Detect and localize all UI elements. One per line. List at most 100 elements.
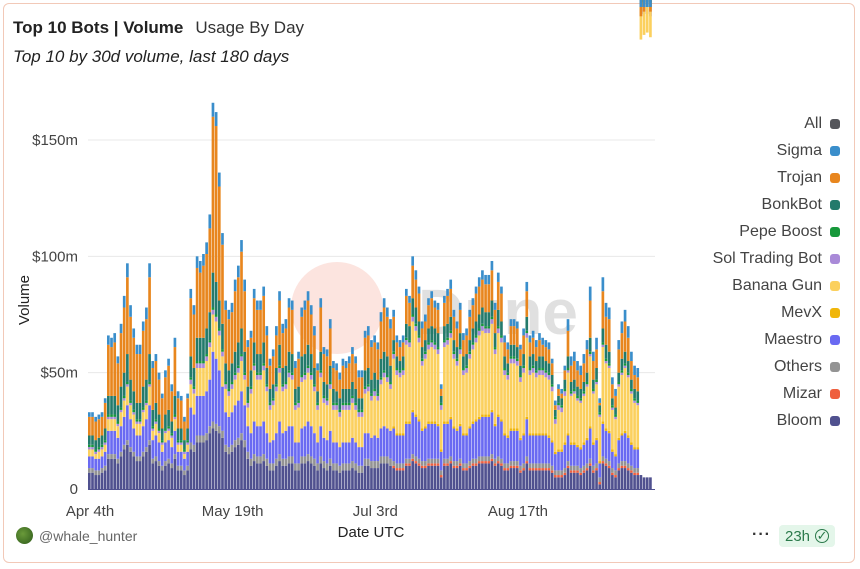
bar-segment-banana-gun[interactable] [100, 449, 104, 457]
bar-segment-maestro[interactable] [103, 451, 107, 466]
bar-segment-pepe-boost[interactable] [392, 351, 395, 355]
bar-segment-banana-gun[interactable] [208, 347, 212, 380]
bar-segment-trojan[interactable] [557, 388, 560, 396]
bar-segment-sigma[interactable] [221, 233, 224, 245]
bar-segment-bonkbot[interactable] [328, 365, 332, 382]
bar-segment-maestro[interactable] [268, 442, 272, 464]
bar-segment-banana-gun[interactable] [145, 405, 148, 420]
bar-segment-bloom[interactable] [138, 461, 142, 489]
bar-segment-bloom[interactable] [313, 465, 316, 489]
bar-segment-mevx[interactable] [595, 437, 598, 441]
bar-segment-trojan[interactable] [392, 316, 395, 341]
bar-segment-bloom[interactable] [176, 470, 180, 489]
bar-segment-trojan[interactable] [376, 349, 380, 380]
bar-segment-banana-gun[interactable] [259, 379, 262, 427]
bar-segment-trojan[interactable] [519, 349, 522, 366]
bar-segment-sigma[interactable] [398, 340, 402, 348]
bar-segment-pepe-boost[interactable] [474, 335, 478, 338]
bar-segment-maestro[interactable] [534, 435, 538, 464]
bar-segment-others[interactable] [509, 461, 513, 466]
bar-segment-trojan[interactable] [471, 305, 475, 329]
bar-segment-mevx[interactable] [411, 409, 415, 413]
bar-segment-pepe-boost[interactable] [557, 402, 560, 406]
bar-segment-sigma[interactable] [160, 393, 164, 399]
bar-segment-sol-trading-bot[interactable] [335, 405, 338, 410]
bar-segment-maestro[interactable] [376, 437, 380, 462]
bar-segment-sol-trading-bot[interactable] [195, 363, 199, 369]
bar-segment-trojan[interactable] [122, 307, 126, 373]
bar-segment-sigma[interactable] [294, 361, 297, 369]
bar-segment-mizar[interactable] [547, 468, 551, 471]
bar-segment-bloom[interactable] [487, 463, 491, 489]
bar-segment-pepe-boost[interactable] [601, 342, 605, 345]
bar-segment-sigma[interactable] [354, 356, 357, 364]
bar-segment-others[interactable] [351, 461, 354, 469]
bar-segment-banana-gun[interactable] [376, 400, 380, 438]
bar-segment-maestro[interactable] [249, 433, 253, 459]
bar-segment-maestro[interactable] [360, 447, 364, 466]
bar-segment-banana-gun[interactable] [316, 409, 319, 443]
bar-segment-bonkbot[interactable] [582, 381, 586, 392]
bar-segment-bloom[interactable] [392, 468, 395, 489]
bar-segment-bonkbot[interactable] [271, 384, 275, 399]
bar-segment-bloom[interactable] [281, 465, 285, 489]
bar-segment-sol-trading-bot[interactable] [256, 374, 259, 380]
bar-segment-bonkbot[interactable] [100, 435, 104, 445]
bar-segment-pepe-boost[interactable] [132, 409, 136, 413]
bar-segment-others[interactable] [468, 461, 472, 466]
bar-segment-others[interactable] [604, 458, 608, 464]
bar-segment-sol-trading-bot[interactable] [233, 374, 237, 380]
bar-segment-trojan[interactable] [611, 384, 614, 399]
bar-segment-sol-trading-bot[interactable] [617, 384, 621, 387]
bar-segment-trojan[interactable] [116, 363, 120, 406]
bar-segment-bloom[interactable] [91, 472, 94, 489]
bar-segment-sol-trading-bot[interactable] [205, 356, 208, 362]
bar-segment-bonkbot[interactable] [157, 414, 161, 429]
bar-segment-sol-trading-bot[interactable] [94, 451, 98, 455]
bar-segment-sol-trading-bot[interactable] [344, 405, 348, 410]
bar-segment-bloom[interactable] [208, 433, 212, 489]
bar-segment-others[interactable] [268, 463, 272, 471]
bar-segment-maestro[interactable] [148, 405, 151, 441]
bar-segment-maestro[interactable] [208, 379, 212, 427]
bar-segment-trojan[interactable] [538, 340, 541, 357]
bar-segment-trojan[interactable] [462, 340, 465, 357]
bar-segment-mizar[interactable] [531, 468, 535, 471]
bar-segment-maestro[interactable] [531, 435, 535, 464]
bar-segment-bonkbot[interactable] [534, 361, 538, 371]
bar-segment-sigma[interactable] [110, 337, 113, 348]
bar-segment-banana-gun[interactable] [338, 416, 342, 448]
bar-segment-others[interactable] [417, 458, 421, 464]
bar-segment-sigma[interactable] [138, 344, 142, 355]
bar-segment-maestro[interactable] [227, 416, 231, 448]
bar-segment-maestro[interactable] [119, 426, 123, 452]
bar-segment-pepe-boost[interactable] [287, 370, 291, 373]
bar-segment-bonkbot[interactable] [224, 363, 227, 382]
bar-segment-bonkbot[interactable] [401, 356, 405, 369]
bar-segment-pepe-boost[interactable] [107, 414, 110, 417]
bar-segment-bonkbot[interactable] [233, 351, 237, 373]
bar-segment-bonkbot[interactable] [553, 409, 557, 417]
bar-segment-maestro[interactable] [170, 447, 174, 464]
bar-segment-mevx[interactable] [398, 433, 402, 436]
bar-segment-trojan[interactable] [452, 316, 456, 341]
bar-segment-banana-gun[interactable] [639, 0, 643, 40]
bar-segment-pepe-boost[interactable] [471, 342, 475, 345]
bar-segment-banana-gun[interactable] [487, 333, 491, 415]
bar-segment-others[interactable] [420, 461, 424, 466]
bar-segment-trojan[interactable] [335, 370, 338, 392]
bar-segment-maestro[interactable] [179, 451, 183, 466]
bar-segment-pepe-boost[interactable] [230, 381, 234, 385]
bar-segment-sigma[interactable] [452, 309, 456, 317]
bar-segment-pepe-boost[interactable] [522, 365, 525, 369]
bar-segment-bloom[interactable] [401, 470, 405, 489]
bar-segment-bonkbot[interactable] [585, 372, 589, 382]
bar-segment-bonkbot[interactable] [515, 347, 519, 359]
bar-segment-trojan[interactable] [433, 307, 437, 329]
bar-segment-others[interactable] [487, 456, 491, 462]
bar-segment-mizar[interactable] [525, 461, 529, 464]
bar-segment-sol-trading-bot[interactable] [113, 416, 117, 420]
bar-segment-pepe-boost[interactable] [294, 402, 297, 406]
bar-segment-others[interactable] [122, 444, 126, 450]
bar-segment-maestro[interactable] [319, 426, 323, 457]
